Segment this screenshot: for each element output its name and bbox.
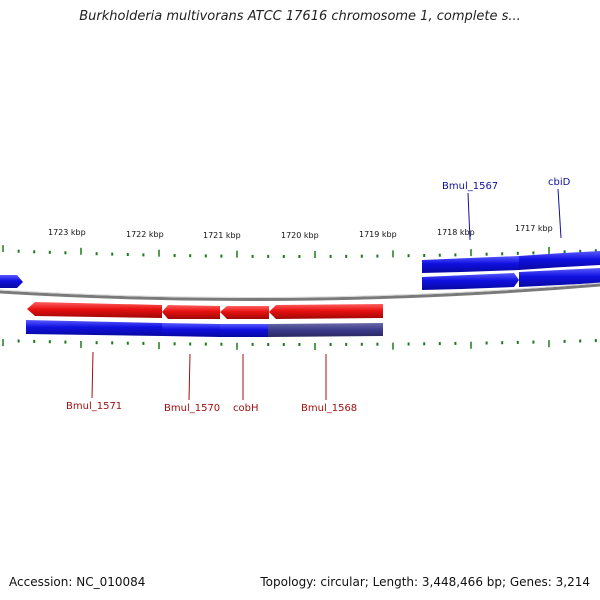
gene-label-cbid[interactable]: cbiD — [548, 177, 571, 188]
scale-ticks-bottom — [2, 339, 597, 350]
gene-bars — [26, 320, 383, 337]
leader-bmul-1571 — [91, 351, 94, 399]
scale-label-1723: 1723 kbp — [48, 228, 86, 237]
label-leaders — [91, 188, 562, 401]
scale-label-1720: 1720 kbp — [281, 231, 319, 240]
leader-bmul-1570 — [188, 353, 191, 401]
gene-bar-bmul-1570[interactable] — [162, 323, 220, 337]
footer-accession: Accession: NC_010084 — [9, 575, 146, 589]
cds-forward-left-edge[interactable] — [0, 275, 23, 288]
footer-stats: Topology: circular; Length: 3,448,466 bp… — [260, 575, 590, 589]
cds-forward-upper-right[interactable] — [519, 251, 600, 270]
gene-label-cobh[interactable]: cobH — [233, 403, 258, 414]
cds-reverse-bmul-1568[interactable] — [269, 304, 383, 319]
chromosome-backbone-shine — [0, 282, 600, 299]
cds-reverse-bmul-1571[interactable] — [27, 302, 162, 318]
gene-label-bmul-1571[interactable]: Bmul_1571 — [66, 401, 122, 412]
reverse-strand-features — [27, 302, 383, 319]
scale-ticks-top — [2, 245, 597, 258]
scale-label-1717: 1717 kbp — [515, 224, 553, 233]
cds-reverse-bmul-1570[interactable] — [162, 305, 220, 319]
gene-label-bmul-1567[interactable]: Bmul_1567 — [442, 181, 498, 192]
leader-cbid — [557, 188, 562, 239]
chromosome-backbone — [0, 283, 600, 302]
scale-label-1718: 1718 kbp — [437, 228, 475, 237]
gene-label-bmul-1568[interactable]: Bmul_1568 — [301, 403, 357, 414]
scale-label-1719: 1719 kbp — [359, 230, 397, 239]
scale-label-1722: 1722 kbp — [126, 230, 164, 239]
gene-bar-bmul-1571[interactable] — [26, 320, 162, 336]
gene-bar-bmul-1568[interactable] — [268, 323, 383, 337]
cds-forward-lower-arrow[interactable] — [422, 273, 519, 290]
gene-label-bmul-1570[interactable]: Bmul_1570 — [164, 403, 220, 414]
cds-reverse-cobh[interactable] — [220, 306, 269, 319]
scale-label-1721: 1721 kbp — [203, 231, 241, 240]
leader-bmul-1567 — [467, 192, 471, 241]
map-title: Burkholderia multivorans ATCC 17616 chro… — [79, 9, 521, 24]
cds-forward-lower-right[interactable] — [519, 268, 600, 287]
forward-strand-features — [0, 251, 600, 290]
gene-bar-cobh[interactable] — [220, 324, 268, 337]
cds-forward-upper-left[interactable] — [422, 256, 519, 273]
